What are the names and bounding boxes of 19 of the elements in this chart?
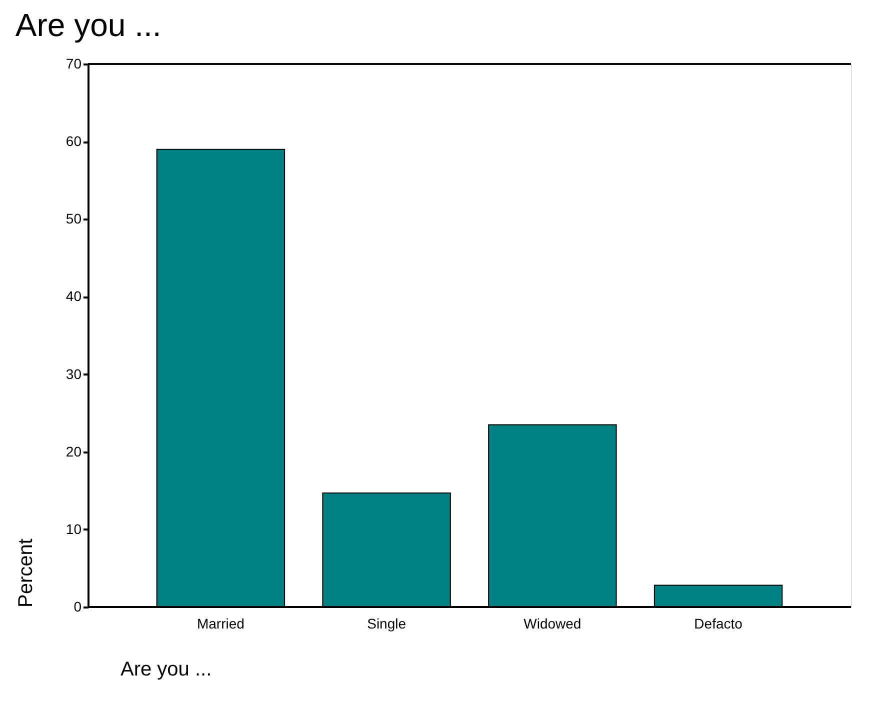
- bar: [654, 584, 783, 608]
- x-tick-label: Widowed: [524, 616, 582, 632]
- y-tick-label: 60: [66, 133, 82, 150]
- bar: [488, 424, 617, 608]
- x-tick-label: Single: [367, 616, 406, 632]
- chart-title: Are you ...: [15, 7, 162, 43]
- y-tick-label: 10: [66, 520, 82, 537]
- x-tick-label: Married: [196, 616, 244, 632]
- y-tick-label: 40: [66, 288, 82, 304]
- y-tick-label: 70: [66, 56, 82, 72]
- x-tick-label: Defacto: [694, 616, 743, 632]
- y-tick-label: 50: [66, 210, 82, 227]
- bar: [156, 148, 286, 608]
- y-tick-label: 0: [74, 598, 82, 614]
- y-tick-label: 20: [66, 443, 82, 460]
- y-tick-label: 30: [66, 366, 82, 382]
- x-axis-title: Are you ...: [120, 658, 212, 680]
- bar: [322, 492, 451, 608]
- y-axis-title: Percent: [14, 538, 37, 608]
